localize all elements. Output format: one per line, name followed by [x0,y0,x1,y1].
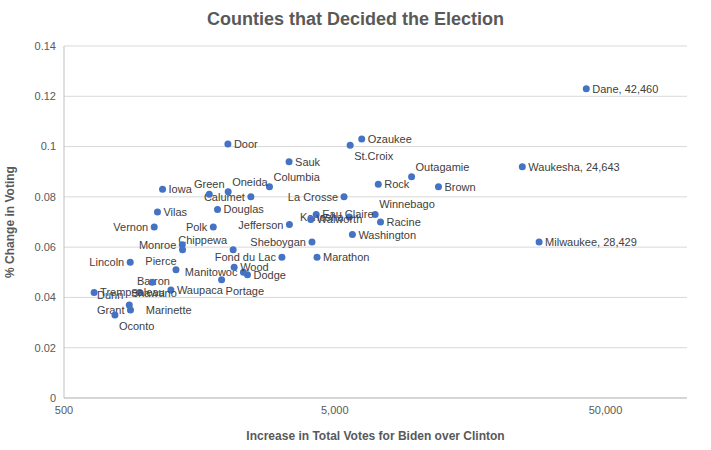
svg-text:0.06: 0.06 [35,241,56,253]
svg-text:Grant: Grant [97,304,125,316]
svg-text:Trempealeau: Trempealeau [100,286,164,298]
svg-text:Ozaukee: Ozaukee [368,133,412,145]
svg-text:Pierce: Pierce [145,255,176,267]
svg-text:Fond du Lac: Fond du Lac [214,251,276,264]
svg-text:Wood: Wood [240,261,269,273]
svg-text:Calumet: Calumet [204,191,245,203]
svg-text:0.08: 0.08 [35,191,56,203]
svg-text:Increase in Total Votes for Bi: Increase in Total Votes for Biden over C… [246,429,504,443]
svg-text:Green: Green [194,178,225,190]
svg-text:Iowa: Iowa [169,183,193,195]
svg-text:Chippewa: Chippewa [178,234,228,246]
svg-text:% Change in Voting: % Change in Voting [8,166,17,278]
svg-text:Jefferson: Jefferson [238,219,283,231]
svg-text:0: 0 [50,392,56,404]
svg-text:Barron: Barron [137,275,170,287]
svg-text:St.Croix: St.Croix [354,150,394,162]
svg-text:Brown: Brown [444,181,475,193]
svg-text:0.1: 0.1 [41,140,56,152]
svg-text:Washington: Washington [358,229,416,241]
html-text:Counties that Decided the Elec: Counties that Decided the Election [207,9,504,29]
svg-text:Oconto: Oconto [119,320,154,332]
svg-text:500: 500 [55,404,73,416]
svg-text:Sheboygan: Sheboygan [250,236,306,248]
svg-text:Sauk: Sauk [295,156,321,168]
svg-text:Vilas: Vilas [163,206,187,218]
svg-text:Oneida: Oneida [232,176,268,188]
svg-text:Door: Door [234,138,258,150]
svg-text:Dane, 42,460: Dane, 42,460 [592,83,658,95]
svg-text:0.14: 0.14 [35,40,56,52]
svg-text:Milwaukee, 28,429: Milwaukee, 28,429 [545,236,637,248]
svg-text:Walworth: Walworth [317,213,362,225]
svg-text:Rock: Rock [384,178,410,190]
svg-text:Waupaca: Waupaca [177,284,224,296]
svg-text:Racine: Racine [387,216,421,228]
svg-text:Monroe: Monroe [139,239,176,251]
svg-text:Waukesha, 24,643: Waukesha, 24,643 [528,161,619,173]
svg-text:Winnebago: Winnebago [379,198,435,210]
svg-text:Vernon: Vernon [113,221,148,233]
svg-text:5,000: 5,000 [321,404,349,416]
svg-text:50,000: 50,000 [589,404,623,416]
svg-text:Columbia: Columbia [273,171,320,183]
svg-text:Dodge: Dodge [253,268,286,281]
svg-text:0.12: 0.12 [35,90,56,102]
svg-text:Lincoln: Lincoln [89,256,124,268]
svg-text:0.02: 0.02 [35,342,56,354]
svg-text:Polk: Polk [186,221,208,233]
svg-text:Portage: Portage [226,285,265,297]
svg-text:0.04: 0.04 [35,291,56,303]
svg-text:Manitowoc: Manitowoc [185,266,238,278]
svg-text:La Crosse: La Crosse [288,191,338,203]
svg-text:Douglas: Douglas [224,203,265,215]
svg-text:Marathon: Marathon [323,251,369,263]
svg-text:Outagamie: Outagamie [416,161,470,173]
svg-text:Marinette: Marinette [146,304,192,316]
